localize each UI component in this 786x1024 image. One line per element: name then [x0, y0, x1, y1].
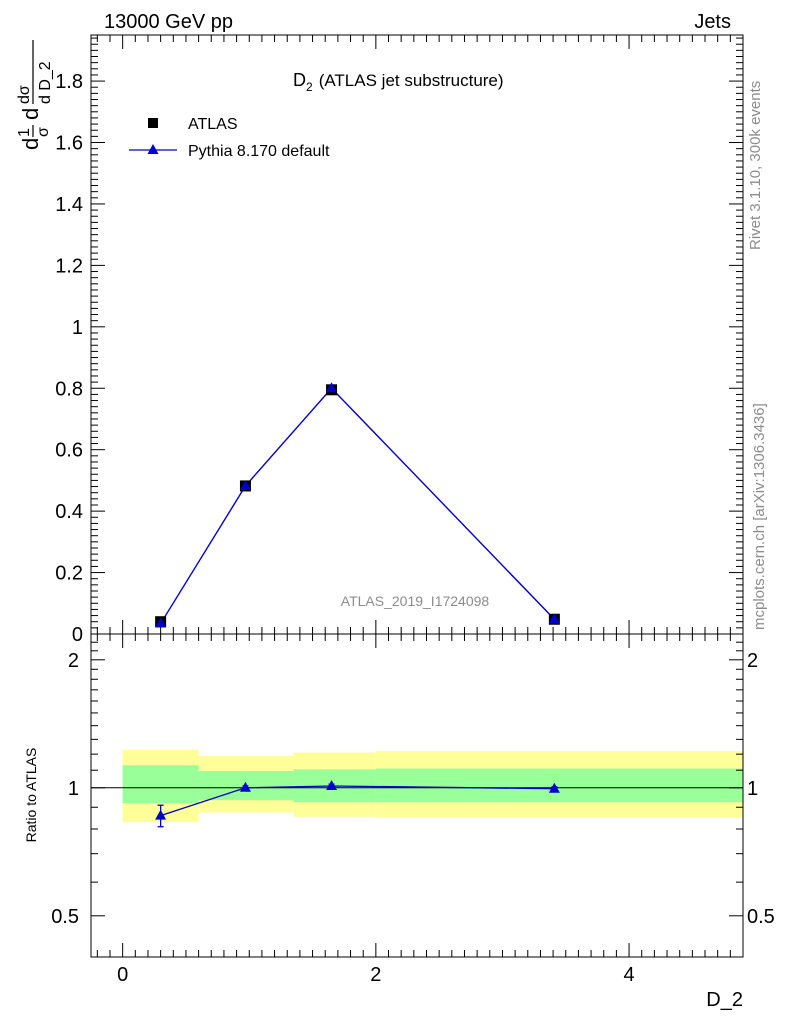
ratio-panel: 0.5 0.5 1 1 2 2 0 2 4 Ratio to ATLAS D_2 [23, 633, 775, 1011]
category-label: Jets [694, 11, 731, 33]
pythia-marker [155, 617, 167, 628]
svg-text:d: d [18, 108, 43, 120]
ratio-y-tick-label: 0.5 [51, 906, 79, 928]
ratio-marker [548, 782, 560, 793]
main-y-tick-label: 1.8 [55, 71, 83, 93]
legend-pythia-marker [147, 144, 159, 154]
main-y-tick-label: 0.6 [55, 440, 83, 462]
pythia-marker [239, 479, 251, 490]
mcplots-label: mcplots.cern.ch [arXiv:1306.3436] [751, 403, 768, 630]
svg-text:1: 1 [16, 128, 33, 137]
ratio-series [155, 779, 560, 828]
pythia-marker [326, 382, 338, 393]
main-y-tick-label: 1.2 [55, 255, 83, 277]
ratio-y-tick-label-right: 1 [747, 778, 758, 800]
ratio-y-axis-label: Ratio to ATLAS [23, 748, 39, 843]
pythia-marker [548, 613, 560, 624]
x-tick-label: 0 [117, 964, 128, 986]
plot-title: D2 (ATLAS jet substructure) [293, 70, 504, 94]
legend-atlas-marker [148, 118, 158, 128]
svg-text:d D_2: d D_2 [37, 61, 54, 104]
x-axis-label: D_2 [706, 989, 743, 1011]
main-axis-ticks [91, 35, 744, 635]
main-markers [155, 382, 560, 628]
ratio-y-tick-label: 1 [68, 778, 79, 800]
ratio-band-green [122, 765, 199, 804]
ratio-band-green [375, 768, 743, 803]
ratio-y-tick-label-right: 2 [747, 650, 758, 672]
main-y-tick-label: 0.2 [55, 563, 83, 585]
ratio-marker [155, 809, 167, 820]
main-y-tick-label: 0.8 [55, 378, 83, 400]
main-y-tick-label: 1.6 [55, 133, 83, 155]
energy-label: 13000 GeV pp [104, 11, 233, 33]
svg-text:d: d [18, 138, 43, 150]
rivet-label: Rivet 3.1.10, 300k events [747, 81, 764, 250]
main-y-tick-label: 0.4 [55, 501, 83, 523]
main-series-lines [160, 387, 555, 624]
x-tick-label: 2 [370, 964, 381, 986]
ratio-y-tick-label-right: 0.5 [747, 906, 775, 928]
pythia-line [160, 387, 555, 624]
legend: ATLAS Pythia 8.170 default [129, 116, 330, 160]
main-panel: 0.2 0.4 0.6 0.8 1 1.2 1.4 1.6 1.8 0 D2 (ATLAS jet … [16, 34, 744, 646]
main-y-axis-label: d 1 σ d dσ d D_2 [16, 40, 54, 150]
main-y-tick-label: 1.4 [55, 194, 83, 216]
legend-pythia-label: Pythia 8.170 default [188, 143, 330, 160]
main-y-tick-label: 1 [72, 317, 83, 339]
x-tick-label: 4 [623, 964, 634, 986]
legend-atlas-label: ATLAS [188, 116, 238, 133]
ratio-marker [239, 781, 251, 792]
ratio-frame [90, 633, 744, 958]
ratio-marker [326, 779, 338, 790]
main-y-tick-label-zero: 0 [72, 624, 83, 646]
ratio-y-tick-labels: 0.5 0.5 1 1 2 2 [51, 650, 775, 928]
main-y-tick-labels: 0.2 0.4 0.6 0.8 1 1.2 1.4 1.6 1.8 0 [55, 71, 83, 646]
ratio-uncertainty-bands [91, 749, 743, 823]
ratio-axis-ticks [91, 634, 744, 958]
ratio-y-tick-label: 2 [68, 650, 79, 672]
svg-text:dσ: dσ [16, 85, 33, 104]
x-tick-labels: 0 2 4 [117, 964, 635, 986]
analysis-id-label: ATLAS_2019_I1724098 [341, 593, 490, 609]
svg-text:σ: σ [35, 127, 52, 137]
ratio-line [160, 785, 555, 817]
